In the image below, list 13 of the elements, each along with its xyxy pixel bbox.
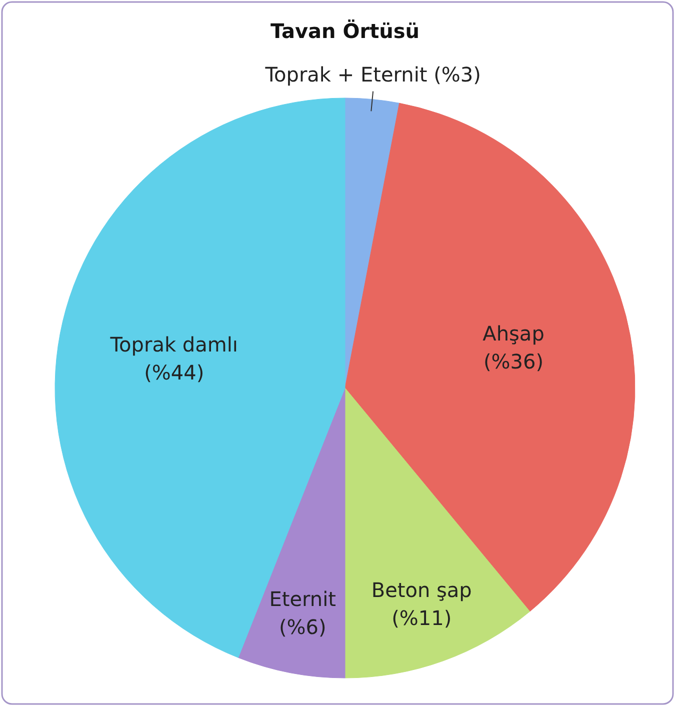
data-label: (%44) — [144, 360, 204, 384]
data-label: (%11) — [392, 606, 452, 630]
pie-slice — [238, 388, 346, 678]
slice-label: Beton şap — [371, 578, 472, 602]
pie-slice — [344, 388, 530, 678]
data-label: (%6) — [278, 615, 326, 640]
pie-slice — [55, 98, 346, 658]
slice-label: Toprak damlı — [109, 332, 238, 356]
chart-title: Tavan Örtüsü — [270, 19, 420, 43]
slice-label: Ahşap — [482, 322, 544, 346]
data-label: (%36) — [484, 350, 544, 374]
slice-label: Eternit — [269, 587, 336, 612]
slice-label: Toprak + Eternit (%3) — [264, 62, 481, 86]
